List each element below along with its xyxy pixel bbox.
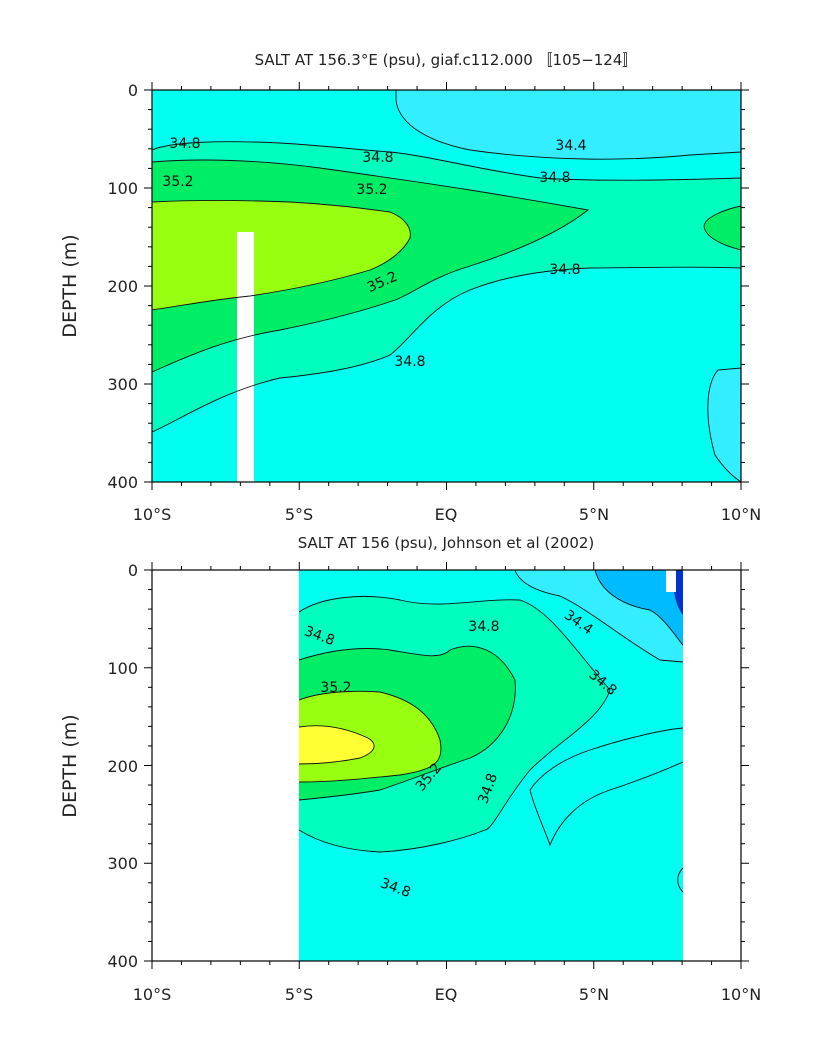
y-axis-label-bottom: DEPTH (m) xyxy=(59,714,81,817)
contour-line-34-4-top xyxy=(395,90,741,160)
region-35-2-east-top xyxy=(704,206,741,250)
contour-line-34-8-lower-top xyxy=(152,266,741,433)
contour-label: 34.8 xyxy=(549,262,580,278)
contour-line-36-0-bottom xyxy=(299,725,375,765)
contour-line-34-8-bottom xyxy=(299,596,611,853)
x-tick-label: 5°S xyxy=(285,505,313,524)
contour-fill-top xyxy=(152,90,741,482)
contour-label: 34.8 xyxy=(169,136,200,152)
y-tick-label: 200 xyxy=(107,277,138,296)
x-tick-label: 10°N xyxy=(721,505,761,524)
missing-data-cell-bottom xyxy=(666,570,676,592)
contour-line-35-2-bottom xyxy=(299,645,516,801)
y-tick-label: 400 xyxy=(107,473,138,492)
contour-label: 35.2 xyxy=(320,680,351,696)
region-36-0-bottom xyxy=(299,725,375,764)
y-tick-label: 300 xyxy=(107,854,138,873)
x-tick-label: 10°N xyxy=(721,985,761,1004)
contour-line-34-0-bottom xyxy=(594,570,683,646)
x-tick-label: 10°S xyxy=(133,985,172,1004)
contour-label: 34.8 xyxy=(394,354,425,370)
y-tick-label: 100 xyxy=(107,179,138,198)
panel-top: SALT AT 156.3°E (psu), giaf.c112.000 〚10… xyxy=(59,51,761,524)
contour-label: 34.8 xyxy=(362,150,393,166)
contour-fill-bottom xyxy=(299,570,683,961)
contour-line-34-4-bottom xyxy=(514,570,683,663)
contour-line-35-6-top xyxy=(152,200,411,311)
y-tick-label: 0 xyxy=(128,81,138,100)
contour-label: 34.8 xyxy=(468,619,499,635)
x-tick-label: EQ xyxy=(435,985,458,1004)
x-tick-label: 5°S xyxy=(285,985,313,1004)
x-tick-label: EQ xyxy=(435,505,458,524)
chart-title-top: SALT AT 156.3°E (psu), giaf.c112.000 〚10… xyxy=(255,51,638,69)
contour-line-fresh-deep-top xyxy=(707,367,741,482)
contour-label: 34.8 xyxy=(539,170,570,186)
y-tick-label: 200 xyxy=(107,757,138,776)
contour-line-fresh-edge-bottom xyxy=(677,867,683,893)
axis-ticks-top xyxy=(144,82,749,490)
region-35-6-top xyxy=(152,200,411,310)
contour-line-fresh-tongue-bottom xyxy=(529,727,683,847)
contour-line-35-2-top xyxy=(152,159,590,373)
contour-label: 34.4 xyxy=(555,138,586,154)
contour-line-35-2-east-top xyxy=(703,205,741,251)
y-tick-label: 0 xyxy=(128,561,138,580)
contour-line-35-6-bottom xyxy=(299,690,442,783)
x-tick-label: 10°S xyxy=(133,505,172,524)
y-tick-label: 300 xyxy=(107,375,138,394)
y-tick-label: 100 xyxy=(107,659,138,678)
x-tick-label: 5°N xyxy=(579,985,609,1004)
contour-label: 35.2 xyxy=(162,174,193,190)
contour-label: 35.2 xyxy=(356,182,387,198)
panel-bottom: SALT AT 156 (psu), Johnson et al (2002) … xyxy=(59,534,761,1004)
y-axis-label-top: DEPTH (m) xyxy=(59,234,81,337)
axis-ticks-bottom xyxy=(144,562,749,969)
contour-line-34-8-upper-top xyxy=(152,141,741,181)
x-tick-label: 5°N xyxy=(579,505,609,524)
region-fresh-top xyxy=(396,90,741,160)
y-tick-label: 400 xyxy=(107,952,138,971)
region-fresh-deep-top xyxy=(707,368,741,482)
chart-title-bottom: SALT AT 156 (psu), Johnson et al (2002) xyxy=(298,534,595,552)
missing-data-bar-top xyxy=(237,232,254,482)
